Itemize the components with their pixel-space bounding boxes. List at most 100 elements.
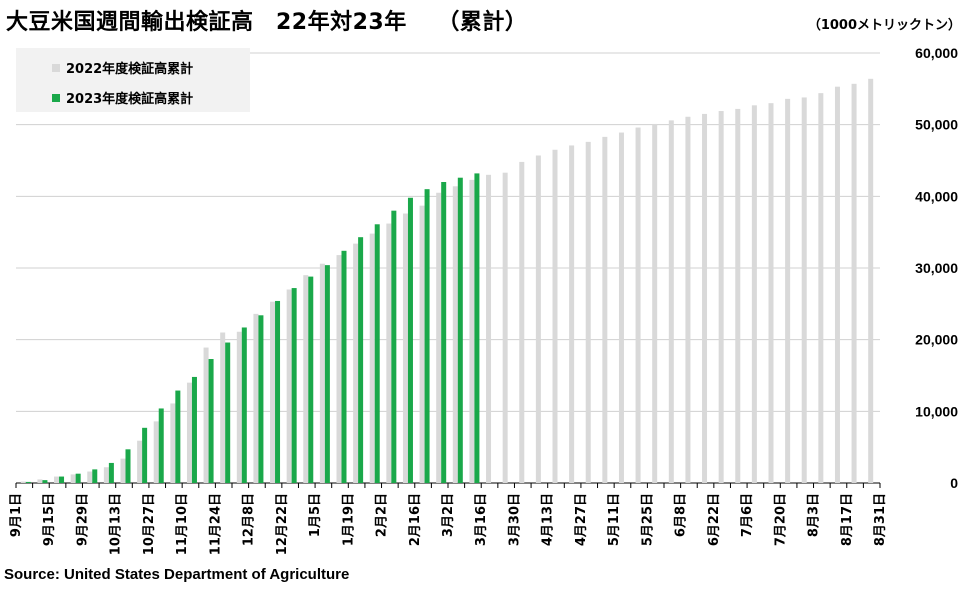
legend: 2022年度検証高累計 2023年度検証高累計 xyxy=(16,48,250,112)
bar-2022 xyxy=(652,123,658,483)
bar-2022 xyxy=(236,331,242,483)
bar-2022 xyxy=(70,474,76,483)
bar-2022 xyxy=(137,440,143,483)
bar-2023 xyxy=(374,224,380,484)
y-tick-label: 0 xyxy=(950,475,958,491)
bar-2022 xyxy=(569,145,575,483)
source-note: Source: United States Department of Agri… xyxy=(4,566,350,583)
bar-2023 xyxy=(407,197,413,483)
x-tick-label: 6月8日 xyxy=(674,493,689,537)
y-tick-label: 10,000 xyxy=(915,403,958,419)
x-tick-label: 7月20日 xyxy=(773,493,788,546)
bar-2022 xyxy=(186,382,192,483)
bar-2023 xyxy=(258,315,264,483)
x-tick-label: 2月16日 xyxy=(408,493,423,546)
bar-2022 xyxy=(535,155,541,483)
bar-2022 xyxy=(319,263,325,483)
x-tick-label: 4月13日 xyxy=(541,493,556,546)
chart-title: 大豆米国週間輸出検証高 22年対23年 （累計） xyxy=(6,10,528,35)
bar-2023 xyxy=(457,177,463,483)
x-tick-label: 5月25日 xyxy=(640,493,655,546)
bar-2022 xyxy=(602,136,608,483)
x-tick-label: 11月10日 xyxy=(175,493,190,555)
bar-2023 xyxy=(25,481,31,483)
x-tick-label: 8月3日 xyxy=(807,493,822,537)
bar-2022 xyxy=(552,149,558,483)
bar-2023 xyxy=(175,390,181,483)
y-tick-label: 20,000 xyxy=(915,332,958,348)
y-tick-label: 40,000 xyxy=(915,188,958,204)
legend-label-2023: 2023年度検証高累計 xyxy=(66,92,194,107)
bar-2023 xyxy=(391,210,397,483)
x-tick-label: 10月27日 xyxy=(142,493,157,555)
bar-2023 xyxy=(424,189,430,483)
x-tick-label: 1月19日 xyxy=(341,493,356,546)
bar-2023 xyxy=(225,342,231,483)
bar-2022 xyxy=(153,421,159,483)
bar-2023 xyxy=(291,288,297,483)
bar-2022 xyxy=(702,113,708,484)
bar-2022 xyxy=(419,205,425,483)
x-tick-label: 7月6日 xyxy=(740,493,755,537)
bar-2022 xyxy=(336,255,342,483)
bar-2022 xyxy=(103,467,109,483)
x-tick-label: 2月2日 xyxy=(375,493,390,537)
x-tick-label: 4月27日 xyxy=(574,493,589,546)
y-tick-label: 60,000 xyxy=(915,45,958,61)
bar-2022 xyxy=(801,97,807,483)
x-tick-label: 10月13日 xyxy=(109,493,124,555)
bar-2023 xyxy=(59,476,65,483)
bar-2023 xyxy=(324,265,330,483)
x-tick-label: 12月8日 xyxy=(242,493,257,546)
bar-2022 xyxy=(402,213,408,484)
legend-item-2023: 2023年度検証高累計 xyxy=(52,88,193,107)
x-tick-label: 1月5日 xyxy=(308,493,323,537)
bar-2022 xyxy=(436,192,442,483)
bar-2022 xyxy=(585,141,591,483)
bar-2022 xyxy=(253,313,259,483)
x-tick-label: 3月30日 xyxy=(507,493,522,546)
x-tick-label: 9月29日 xyxy=(75,493,90,546)
bar-2023 xyxy=(441,182,447,483)
bar-2022 xyxy=(369,233,375,483)
bar-2022 xyxy=(718,111,724,484)
bar-2022 xyxy=(37,479,43,483)
x-tick-label: 3月2日 xyxy=(441,493,456,537)
bar-2022 xyxy=(386,223,392,484)
bar-2022 xyxy=(270,301,276,483)
bar-2022 xyxy=(170,403,176,483)
y-tick-label: 50,000 xyxy=(915,117,958,133)
unit-label: （1000メトリックトン） xyxy=(807,18,961,33)
bar-2022 xyxy=(834,86,840,483)
bar-2022 xyxy=(502,172,508,483)
bar-2022 xyxy=(20,481,26,483)
bar-2023 xyxy=(142,427,148,483)
x-tick-label: 8月31日 xyxy=(873,493,888,546)
bar-2022 xyxy=(54,476,60,483)
bar-2022 xyxy=(668,120,674,483)
x-tick-label: 5月11日 xyxy=(607,493,622,546)
bar-2023 xyxy=(125,449,131,483)
bar-2023 xyxy=(191,376,197,483)
x-tick-label: 9月1日 xyxy=(9,493,24,537)
bar-2022 xyxy=(818,93,824,483)
bar-2022 xyxy=(735,108,741,484)
bar-2023 xyxy=(241,327,247,483)
bar-2022 xyxy=(452,186,458,484)
bar-2023 xyxy=(308,276,314,483)
bar-2022 xyxy=(286,289,292,483)
legend-swatch-2022 xyxy=(52,63,60,72)
bar-2023 xyxy=(92,469,98,483)
x-tick-label: 3月16日 xyxy=(474,493,489,546)
legend-label-2022: 2022年度検証高累計 xyxy=(66,62,194,77)
bar-2022 xyxy=(303,275,309,483)
bar-2022 xyxy=(618,132,624,484)
bar-2022 xyxy=(685,116,691,484)
y-tick-label: 30,000 xyxy=(915,260,958,276)
x-tick-label: 9月15日 xyxy=(42,493,57,546)
legend-item-2022: 2022年度検証高累計 xyxy=(52,58,193,77)
bar-2022 xyxy=(353,243,359,483)
bar-2022 xyxy=(751,105,757,484)
x-tick-label: 8月17日 xyxy=(840,493,855,546)
x-tick-label: 6月22日 xyxy=(707,493,722,546)
